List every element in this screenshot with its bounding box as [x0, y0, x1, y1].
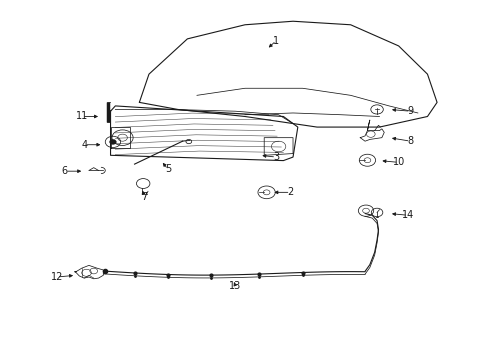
- Text: 2: 2: [288, 187, 294, 197]
- Text: 6: 6: [62, 166, 68, 176]
- Text: 8: 8: [408, 136, 414, 146]
- Text: 4: 4: [81, 140, 87, 150]
- Text: 3: 3: [273, 152, 279, 162]
- Text: 14: 14: [402, 210, 415, 220]
- Text: 9: 9: [408, 106, 414, 116]
- Text: 12: 12: [50, 272, 63, 282]
- Text: 10: 10: [392, 157, 405, 167]
- Text: 11: 11: [75, 112, 88, 121]
- Text: 7: 7: [141, 192, 147, 202]
- Circle shape: [110, 139, 116, 144]
- Text: 5: 5: [165, 165, 172, 174]
- Text: 13: 13: [229, 281, 242, 291]
- Text: 1: 1: [273, 36, 279, 46]
